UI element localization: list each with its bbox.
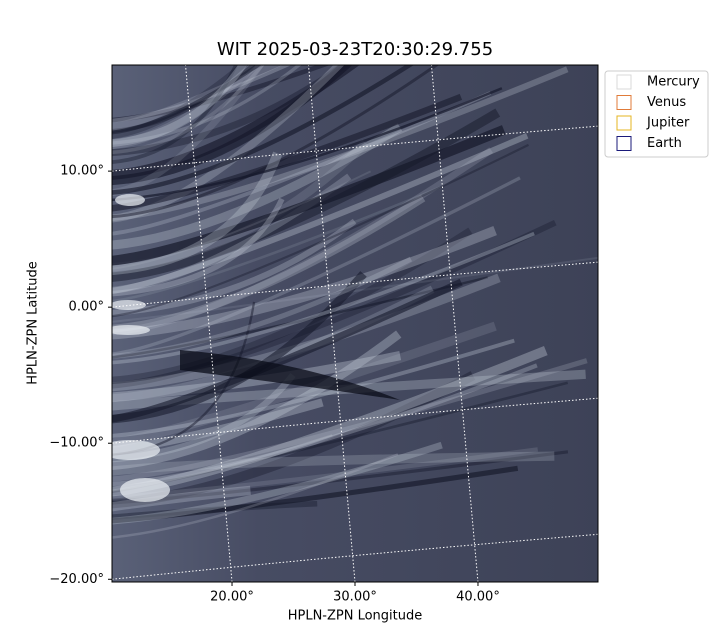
- grid-line: [307, 65, 356, 582]
- streak: [112, 465, 519, 524]
- streak: [112, 65, 262, 135]
- streak: [112, 453, 399, 539]
- streak: [112, 65, 265, 155]
- streak: [112, 132, 529, 294]
- streak: [112, 65, 256, 133]
- streak: [112, 147, 494, 336]
- grid-line: [184, 65, 233, 582]
- legend-swatch: [616, 136, 632, 151]
- streak: [112, 65, 249, 139]
- streak: [112, 108, 501, 282]
- y-tick-label: 0.00°: [69, 300, 104, 315]
- legend-box: [604, 70, 709, 158]
- x-tick-label: 30.00°: [333, 590, 377, 605]
- streak: [112, 358, 588, 482]
- streak: [112, 65, 248, 147]
- bright-feature: [120, 478, 170, 502]
- streak: [112, 256, 598, 323]
- streak: [112, 369, 586, 411]
- streak: [112, 65, 440, 219]
- legend-swatch: [616, 95, 632, 110]
- streak: [112, 65, 351, 157]
- streak: [112, 441, 443, 525]
- y-axis-label: HPLN-ZPN Latitude: [26, 261, 41, 384]
- x-tick-label: 20.00°: [210, 590, 254, 605]
- streak: [112, 65, 353, 186]
- streak: [112, 485, 251, 512]
- streak: [112, 351, 402, 402]
- streak: [112, 176, 521, 356]
- streak: [112, 123, 403, 250]
- streak: [112, 226, 497, 340]
- bright-feature: [115, 194, 145, 206]
- grid-line: [112, 533, 598, 580]
- solar-image: [112, 65, 598, 582]
- streak: [112, 65, 283, 131]
- streak: [112, 227, 473, 385]
- dark-feature: [180, 350, 400, 400]
- streak: [112, 143, 529, 318]
- streak: [112, 66, 569, 222]
- legend-label: Earth: [647, 136, 682, 151]
- bright-feature: [112, 440, 160, 460]
- streak: [112, 87, 503, 202]
- streak: [112, 65, 414, 195]
- streak: [112, 197, 285, 297]
- streak: [112, 218, 357, 316]
- legend-label: Jupiter: [646, 116, 690, 131]
- legend-swatch: [616, 74, 632, 90]
- streak: [112, 256, 413, 359]
- chart-title: WIT 2025-03-23T20:30:29.755: [217, 39, 493, 60]
- streak: [112, 186, 442, 303]
- x-tick-label: 40.00°: [456, 590, 500, 605]
- streak: [112, 220, 557, 389]
- legend-swatch: [616, 115, 632, 131]
- streak: [112, 231, 535, 365]
- grid-line: [112, 125, 598, 172]
- y-tick-label: −10.00°: [49, 436, 104, 451]
- streak: [112, 338, 515, 438]
- streak: [112, 151, 283, 276]
- streak: [112, 194, 426, 333]
- legend: Mercury Venus Jupiter Earth: [604, 70, 709, 158]
- streak: [112, 125, 506, 266]
- legend-label: Venus: [647, 95, 686, 110]
- streak: [112, 65, 331, 123]
- streak: [112, 65, 292, 123]
- streak: [112, 170, 372, 270]
- streak: [112, 330, 402, 471]
- streak: [112, 276, 489, 359]
- grid-line: [112, 397, 598, 444]
- grid: [112, 65, 598, 582]
- streak: [112, 65, 239, 164]
- grid-line: [430, 65, 479, 582]
- bright-feature: [112, 300, 146, 310]
- streak: [112, 500, 318, 521]
- streak: [112, 65, 360, 180]
- y-tick-label: 10.00°: [60, 164, 104, 179]
- streak: [112, 321, 497, 448]
- streak: [112, 91, 492, 236]
- legend-label: Mercury: [647, 75, 700, 90]
- streak: [112, 451, 555, 476]
- streak: [112, 65, 302, 145]
- grid-line: [112, 261, 598, 308]
- bright-feature: [112, 325, 150, 335]
- streak: [112, 65, 265, 197]
- y-tick-label: −20.00°: [49, 572, 104, 587]
- x-axis-label: HPLN-ZPN Longitude: [288, 609, 423, 624]
- streak: [112, 65, 261, 150]
